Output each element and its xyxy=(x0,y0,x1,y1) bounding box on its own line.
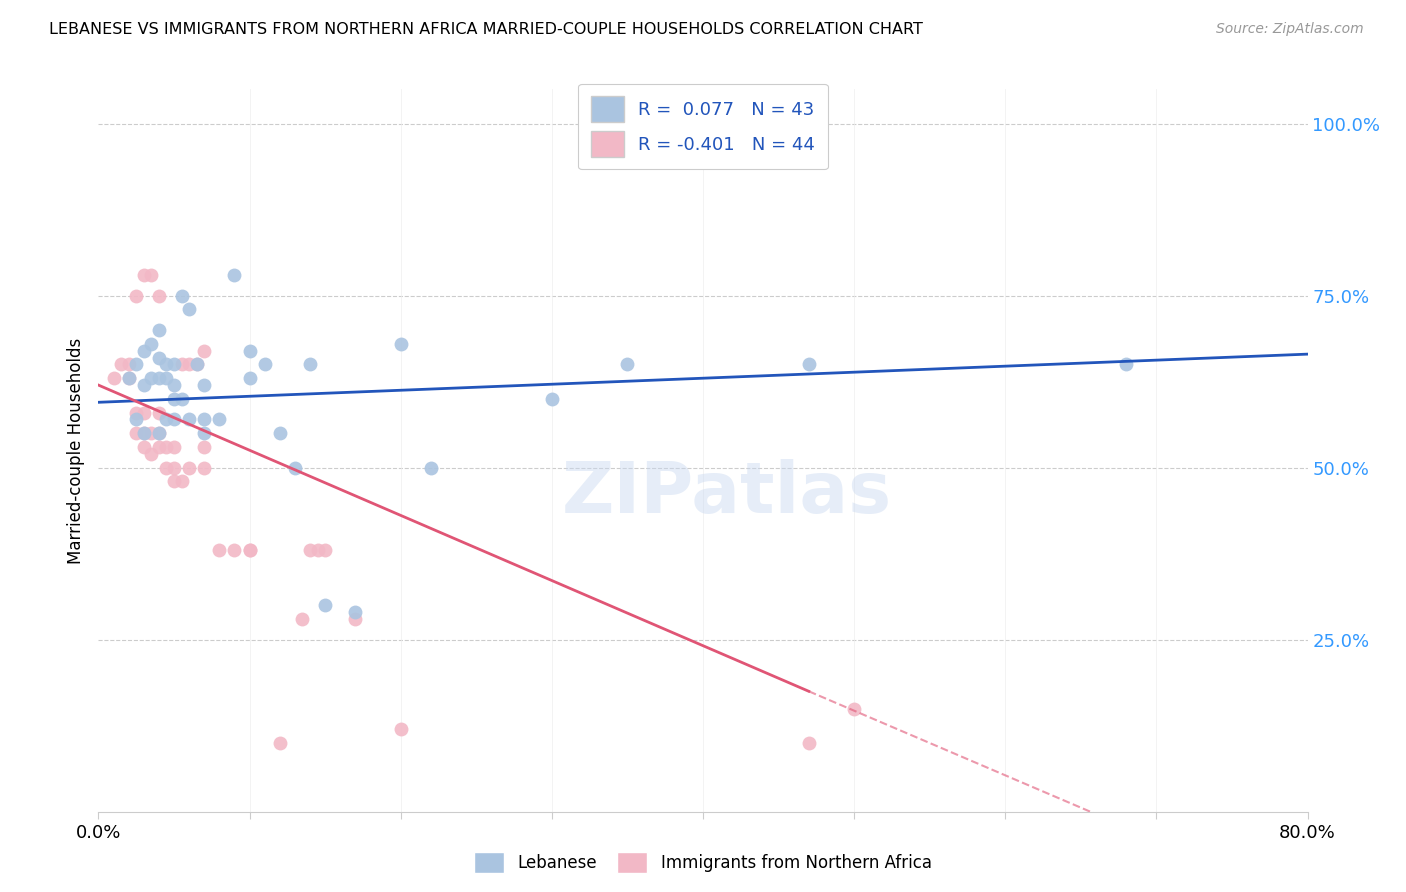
Point xyxy=(148,323,170,337)
Point xyxy=(141,336,163,351)
Point xyxy=(148,426,170,441)
Point xyxy=(193,426,215,441)
Point xyxy=(1115,358,1137,372)
Point xyxy=(163,378,186,392)
Point xyxy=(170,358,193,372)
Point xyxy=(179,302,201,317)
Point xyxy=(163,412,186,426)
Point xyxy=(132,406,155,420)
Point xyxy=(179,412,201,426)
Point xyxy=(253,358,276,372)
Point xyxy=(103,371,125,385)
Point xyxy=(163,392,186,406)
Text: ZIPatlas: ZIPatlas xyxy=(562,459,893,528)
Point xyxy=(269,736,291,750)
Point xyxy=(389,336,412,351)
Point xyxy=(132,378,155,392)
Point xyxy=(540,392,562,406)
Point xyxy=(125,288,148,302)
Point xyxy=(797,736,820,750)
Point xyxy=(208,412,231,426)
Point xyxy=(163,358,186,372)
Point xyxy=(239,543,262,558)
Point xyxy=(193,343,215,358)
Point xyxy=(291,612,314,626)
Point xyxy=(148,440,170,454)
Point xyxy=(132,268,155,282)
Point xyxy=(797,358,820,372)
Point xyxy=(163,440,186,454)
Point xyxy=(125,426,148,441)
Point xyxy=(616,358,638,372)
Point xyxy=(314,599,336,613)
Point xyxy=(148,351,170,365)
Point xyxy=(239,371,262,385)
Point xyxy=(125,412,148,426)
Point xyxy=(141,371,163,385)
Point xyxy=(155,412,177,426)
Point xyxy=(284,460,307,475)
Text: LEBANESE VS IMMIGRANTS FROM NORTHERN AFRICA MARRIED-COUPLE HOUSEHOLDS CORRELATIO: LEBANESE VS IMMIGRANTS FROM NORTHERN AFR… xyxy=(49,22,924,37)
Point xyxy=(179,460,201,475)
Point xyxy=(141,268,163,282)
Point xyxy=(307,543,329,558)
Point xyxy=(155,440,177,454)
Point xyxy=(125,358,148,372)
Point xyxy=(163,460,186,475)
Point xyxy=(844,701,866,715)
Point xyxy=(141,447,163,461)
Point xyxy=(132,426,155,441)
Legend: Lebanese, Immigrants from Northern Africa: Lebanese, Immigrants from Northern Afric… xyxy=(468,846,938,880)
Point xyxy=(148,426,170,441)
Point xyxy=(208,543,231,558)
Point xyxy=(132,343,155,358)
Point xyxy=(193,440,215,454)
Point xyxy=(110,358,132,372)
Point xyxy=(163,475,186,489)
Point xyxy=(186,358,208,372)
Point xyxy=(269,426,291,441)
Point xyxy=(170,475,193,489)
Point xyxy=(193,460,215,475)
Point xyxy=(118,371,141,385)
Point xyxy=(148,371,170,385)
Point xyxy=(148,288,170,302)
Point xyxy=(170,288,193,302)
Point xyxy=(314,543,336,558)
Point xyxy=(155,358,177,372)
Point xyxy=(224,268,246,282)
Point xyxy=(170,392,193,406)
Point xyxy=(420,460,443,475)
Point xyxy=(148,406,170,420)
Point xyxy=(118,371,141,385)
Point xyxy=(239,343,262,358)
Point xyxy=(239,543,262,558)
Point xyxy=(193,412,215,426)
Point xyxy=(155,371,177,385)
Legend: R =  0.077   N = 43, R = -0.401   N = 44: R = 0.077 N = 43, R = -0.401 N = 44 xyxy=(578,84,828,169)
Point xyxy=(141,426,163,441)
Point xyxy=(179,358,201,372)
Y-axis label: Married-couple Households: Married-couple Households xyxy=(66,337,84,564)
Point xyxy=(344,605,367,619)
Point xyxy=(118,358,141,372)
Point xyxy=(125,406,148,420)
Point xyxy=(344,612,367,626)
Point xyxy=(132,426,155,441)
Point xyxy=(132,440,155,454)
Point xyxy=(299,358,322,372)
Point xyxy=(389,722,412,736)
Point xyxy=(193,378,215,392)
Point xyxy=(186,358,208,372)
Point xyxy=(155,460,177,475)
Text: Source: ZipAtlas.com: Source: ZipAtlas.com xyxy=(1216,22,1364,37)
Point xyxy=(224,543,246,558)
Point xyxy=(299,543,322,558)
